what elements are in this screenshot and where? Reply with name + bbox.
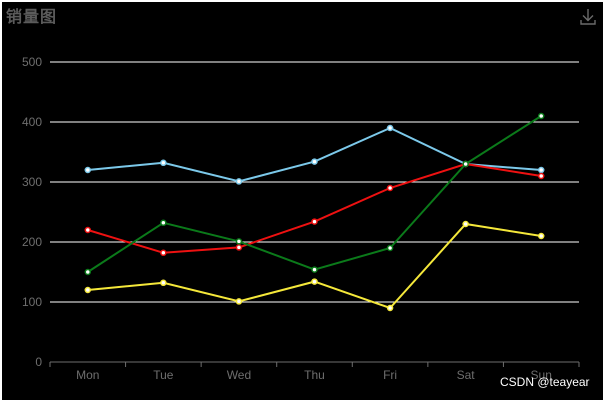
- series-point-0: [84, 166, 92, 174]
- y-tick-label: 0: [35, 355, 42, 369]
- series-point-1: [311, 218, 318, 225]
- y-tick-label: 500: [22, 55, 42, 69]
- download-icon[interactable]: [578, 7, 598, 27]
- series-point-3: [235, 298, 243, 305]
- series-line-0: [87, 126, 542, 183]
- x-tick-label: Wed: [227, 368, 251, 382]
- series-point-0: [311, 158, 318, 165]
- series-point-0: [235, 178, 243, 185]
- x-tick-label: Thu: [304, 368, 325, 382]
- series-point-1: [160, 249, 167, 257]
- x-tick-label: Tue: [153, 368, 174, 382]
- x-tick-label: Sun: [531, 368, 552, 382]
- x-tick-label: Sat: [457, 368, 476, 382]
- watermark: CSDN @teayear: [500, 375, 590, 389]
- y-tick-label: 100: [22, 295, 42, 309]
- series-point-0: [386, 124, 394, 132]
- series-point-2: [311, 266, 318, 273]
- series-point-2: [386, 244, 394, 252]
- series-point-2: [235, 238, 243, 245]
- series-line-3: [87, 222, 542, 310]
- series-point-0: [160, 159, 167, 167]
- series-point-2: [84, 268, 92, 276]
- series-point-1: [235, 244, 243, 251]
- series-point-2: [160, 219, 167, 227]
- series-point-3: [462, 220, 469, 228]
- x-tick-label: Mon: [76, 368, 99, 382]
- y-tick-label: 400: [22, 115, 42, 129]
- series-point-3: [386, 304, 394, 312]
- series-point-1: [386, 184, 394, 192]
- series-point-1: [537, 172, 545, 180]
- series-line-1: [87, 162, 542, 254]
- series-point-2: [462, 160, 469, 168]
- chart-title: 销量图: [6, 7, 58, 26]
- x-tick-label: Fri: [383, 368, 397, 382]
- series-point-3: [311, 278, 318, 285]
- series-line-2: [87, 115, 542, 273]
- series-point-3: [84, 286, 92, 294]
- y-tick-label: 300: [22, 175, 42, 189]
- series-point-3: [537, 232, 545, 240]
- series-point-2: [537, 112, 545, 120]
- y-tick-label: 200: [22, 235, 42, 249]
- series-point-3: [160, 279, 167, 287]
- series-point-0: [537, 166, 545, 174]
- series-point-1: [84, 226, 92, 234]
